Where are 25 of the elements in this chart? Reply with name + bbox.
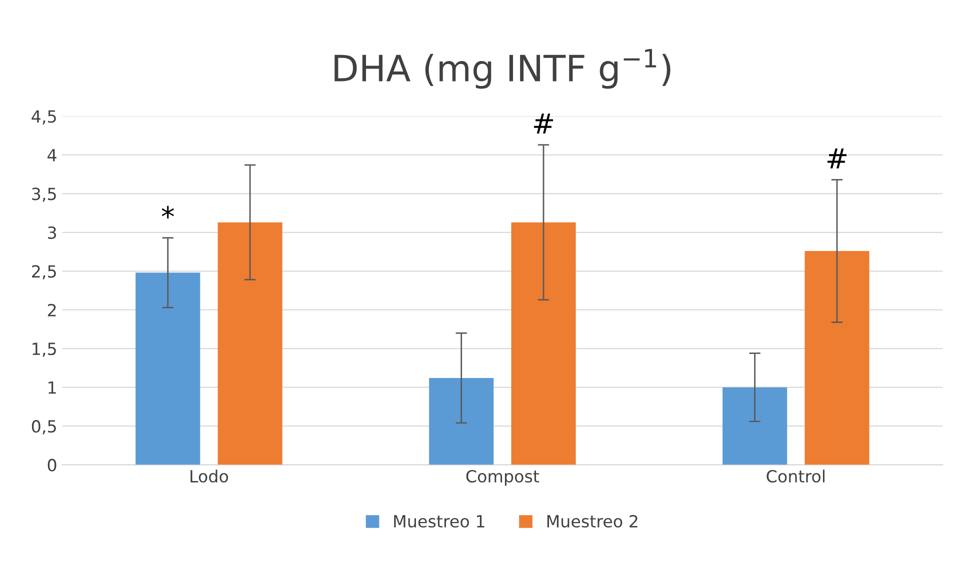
bar [218,222,282,465]
x-tick-label: Control [766,470,824,483]
y-tick-label: 4,5 [32,110,56,124]
legend-label: Muestreo 2 [547,514,638,528]
y-tick-label: 2 [48,304,56,316]
chart-title: DHA (mg INTF g$^{−1}$) [334,48,670,89]
bar [804,250,870,465]
y-tick-label: 0 [48,458,56,472]
data-label: # [828,148,846,168]
data-label: # [534,114,554,134]
y-tick-label: 3,5 [32,188,56,202]
y-tick-label: 3 [48,226,56,239]
data-label: * [162,206,174,219]
bar [136,272,200,465]
bar [722,387,788,465]
y-tick-label: 2,5 [32,265,56,280]
x-tick-label: Compost [466,470,540,486]
legend-label: Muestreo 1 [394,515,484,528]
bar [511,222,576,465]
y-tick-label: 0,5 [32,420,56,434]
y-tick-label: 4 [48,149,56,162]
y-tick-label: 1,5 [32,342,56,357]
y-tick-label: 1 [48,382,56,394]
bar [429,378,494,465]
x-tick-label: Lodo [190,470,228,483]
